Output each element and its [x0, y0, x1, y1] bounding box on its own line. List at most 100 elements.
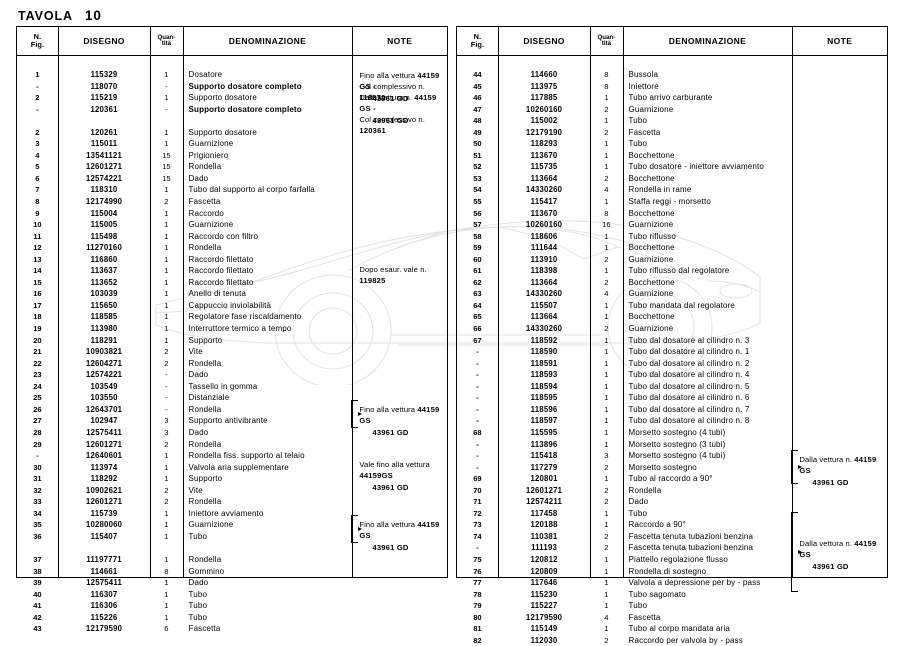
cell-denominazione: Dado [188, 173, 209, 183]
cell-disegno: 120261 [90, 127, 118, 137]
cell-quantita: 3 [164, 416, 169, 426]
note-line1-emphasis: 119825 [359, 276, 386, 286]
cell-quantita: 1 [164, 139, 169, 149]
cell-quantita: 1 [604, 358, 609, 368]
cell-quantita: 1 [604, 578, 609, 588]
parts-table-right: N. Fig. DISEGNO Quan- tità DENOMINAZIONE… [456, 26, 888, 645]
table-row: 38 114661 8 Gommino [17, 566, 447, 578]
table-row: 31 118292 1 Supporto [17, 473, 447, 485]
cell-fig: 61 [473, 266, 482, 276]
cell-disegno: 12574221 [85, 173, 123, 183]
cell-disegno: 120812 [530, 554, 558, 564]
cell-disegno: 10902621 [85, 485, 123, 495]
cell-disegno: 117885 [530, 93, 558, 103]
cell-fig: 32 [33, 485, 42, 495]
table-row: 37 11197771 1 Rondella [17, 554, 447, 566]
cell-fig: 63 [473, 289, 482, 299]
cell-denominazione: Rondella [188, 439, 222, 449]
cell-quantita: 8 [604, 208, 609, 218]
table-row: 82 112030 2 Raccordo per valvola by - pass [457, 635, 887, 646]
note-line1: Vale fino alla vettura [359, 460, 430, 469]
table-row: 80 12179590 4 Fascetta [457, 612, 887, 624]
cell-disegno: 12601271 [525, 485, 563, 495]
table-row: 55 115417 1 Staffa reggi - morsetto [457, 196, 887, 208]
cell-fig: 22 [33, 358, 42, 368]
cell-disegno: 115595 [530, 427, 558, 437]
cell-quantita: - [165, 393, 168, 403]
cell-disegno: 12174990 [85, 197, 123, 207]
cell-disegno: 113974 [90, 462, 118, 472]
cell-disegno: 120809 [530, 566, 558, 576]
cell-quantita: 1 [604, 520, 609, 530]
col-divider-1 [497, 56, 499, 577]
cell-disegno: 120801 [530, 474, 558, 484]
cell-denominazione: Rondella [188, 243, 222, 253]
note-line1: Dalla vettura n. [359, 93, 415, 102]
cell-denominazione: Tubo dal dosatore al cilindro n. 2 [628, 358, 750, 368]
cell-disegno: 111193 [531, 543, 558, 553]
cell-fig: 33 [33, 497, 42, 507]
cell-disegno: 113637 [90, 266, 118, 276]
cell-fig: 2 [35, 93, 40, 103]
col-header-denominazione: DENOMINAZIONE [668, 36, 747, 46]
cell-quantita: 1 [604, 266, 609, 276]
note-line2: 43961 GD [372, 115, 409, 125]
note-line2: 43961 GD [812, 561, 849, 571]
table-row: 75 120812 1 Piattello regolazione flusso [457, 554, 887, 566]
cell-quantita: 1 [164, 508, 169, 518]
cell-denominazione: Fascetta tenuta tubazioni benzina [628, 543, 754, 553]
note-line2: 43961 GD [372, 482, 409, 492]
cell-quantita: 2 [164, 497, 169, 507]
table-row: - 118595 1 Tubo dal dosatore al cilindro n.… [457, 392, 887, 404]
col-divider-1 [497, 27, 499, 55]
note-brace [351, 515, 363, 543]
cell-disegno: 12574211 [526, 497, 562, 507]
cell-fig: 24 [33, 381, 42, 391]
cell-fig: 80 [473, 612, 482, 622]
cell-disegno: 10903821 [85, 347, 123, 357]
cell-denominazione: Iniettore avviamento [188, 508, 264, 518]
cell-denominazione: Regolatore fase riscaldamento [188, 312, 302, 322]
cell-disegno: 118592 [530, 335, 558, 345]
table-body-left: 1 115329 1 Dosatore -118070- Supporto dosator… [17, 56, 447, 633]
cell-disegno: 118591 [530, 358, 558, 368]
cell-denominazione: Tubo [628, 139, 648, 149]
cell-quantita: 1 [604, 427, 609, 437]
cell-quantita: 15 [162, 150, 171, 160]
cell-disegno: 115230 [530, 589, 558, 599]
table-row: 40 116307 1 Tubo [17, 589, 447, 601]
note-line1-emphasis: 44159 GS [359, 405, 440, 426]
cell-denominazione: Tubo [628, 116, 648, 126]
cell-fig: 17 [33, 300, 42, 310]
table-row: 48 115002 1 Tubo [457, 115, 887, 127]
table-row: 21 10903821 2 Vite [17, 346, 447, 358]
col-header-quantita-line1: Quan- [157, 33, 176, 41]
cell-denominazione: Supporto dosatore completo [188, 104, 302, 114]
cell-fig: 77 [473, 578, 482, 588]
cell-quantita: 1 [164, 208, 169, 218]
cell-disegno: 116306 [90, 601, 118, 611]
cell-quantita: 2 [604, 324, 609, 334]
cell-quantita: - [165, 381, 168, 391]
cell-denominazione: Tubo [188, 612, 208, 622]
cell-quantita: 2 [164, 485, 169, 495]
cell-quantita: 1 [604, 93, 609, 103]
note-line1: Col complessivo n. [359, 115, 425, 124]
cell-disegno: 12643701 [85, 404, 123, 414]
cell-disegno: 10260160 [525, 220, 563, 230]
cell-denominazione: Morsetto sostegno (3 tubi) [628, 439, 726, 449]
col-divider-3 [182, 27, 184, 55]
cell-denominazione: Gommino [188, 566, 225, 576]
cell-quantita: 1 [604, 508, 609, 518]
cell-disegno: 12575411 [86, 427, 122, 437]
table-row: - 118596 1 Tubo dal dosatore al cilindro n.… [457, 404, 887, 416]
col-divider-2 [590, 27, 592, 55]
cell-fig: 18 [33, 312, 42, 322]
col-header-quantita-line2: tità [601, 40, 612, 47]
table-row: - 120361 - Supporto dosatore completo [17, 104, 447, 116]
table-row: 12 11270160 1 Rondella [17, 242, 447, 254]
cell-denominazione: Raccordo a 90° [628, 520, 686, 530]
cell-quantita: 1 [164, 185, 169, 195]
cell-disegno: 113664 [530, 277, 558, 287]
cell-quantita: 2 [604, 462, 609, 472]
